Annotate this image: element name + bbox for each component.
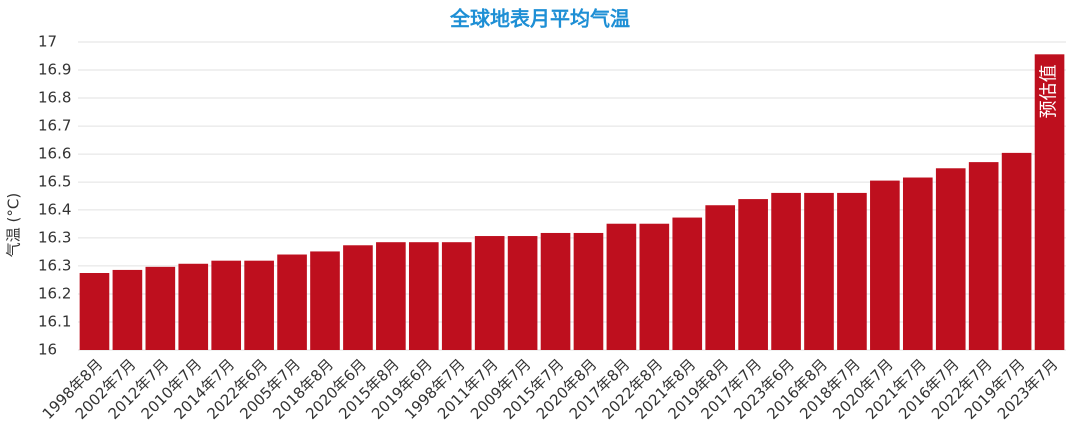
bar (178, 263, 209, 350)
bar (343, 245, 373, 350)
bar (771, 192, 801, 350)
bar (968, 162, 999, 350)
bar (408, 242, 439, 350)
y-axis-label: 气温 (°C) (5, 193, 23, 257)
bar (738, 199, 768, 350)
bar (474, 236, 505, 350)
bar (244, 260, 274, 350)
y-tick-label: 16.7 (38, 117, 71, 135)
bar (441, 242, 472, 350)
bar (639, 223, 670, 350)
annotation: 预估值 (1039, 64, 1060, 118)
bar (277, 254, 307, 350)
bar (935, 168, 966, 350)
y-tick-label: 16.4 (38, 200, 71, 218)
y-tick-label: 17 (38, 33, 57, 51)
bar (79, 273, 110, 350)
y-tick-label: 16.1 (38, 312, 71, 330)
bar (837, 192, 867, 350)
bar (145, 266, 176, 350)
bar (112, 269, 143, 350)
y-tick-label: 16.3 (38, 256, 71, 274)
y-tick-label: 16.5 (38, 173, 71, 191)
y-tick-label: 16.2 (38, 284, 71, 302)
bar (540, 232, 571, 350)
y-tick-label: 16 (38, 341, 57, 359)
y-tick-label: 16.8 (38, 89, 71, 107)
bar (705, 205, 736, 350)
bar (804, 192, 834, 350)
bar (376, 242, 406, 350)
bar (1034, 54, 1065, 350)
y-tick-label: 16.3 (38, 228, 71, 246)
bar (507, 236, 538, 350)
bar (211, 260, 242, 350)
bar (902, 177, 933, 350)
bar (672, 217, 703, 350)
y-tick-label: 16.6 (38, 145, 71, 163)
bar (310, 251, 340, 350)
y-tick-label: 16.9 (38, 61, 71, 79)
bar (870, 180, 900, 350)
bar (606, 223, 637, 350)
bar (573, 232, 604, 350)
chart-title: 全球地表月平均气温 (449, 7, 630, 31)
bar (1001, 152, 1032, 350)
